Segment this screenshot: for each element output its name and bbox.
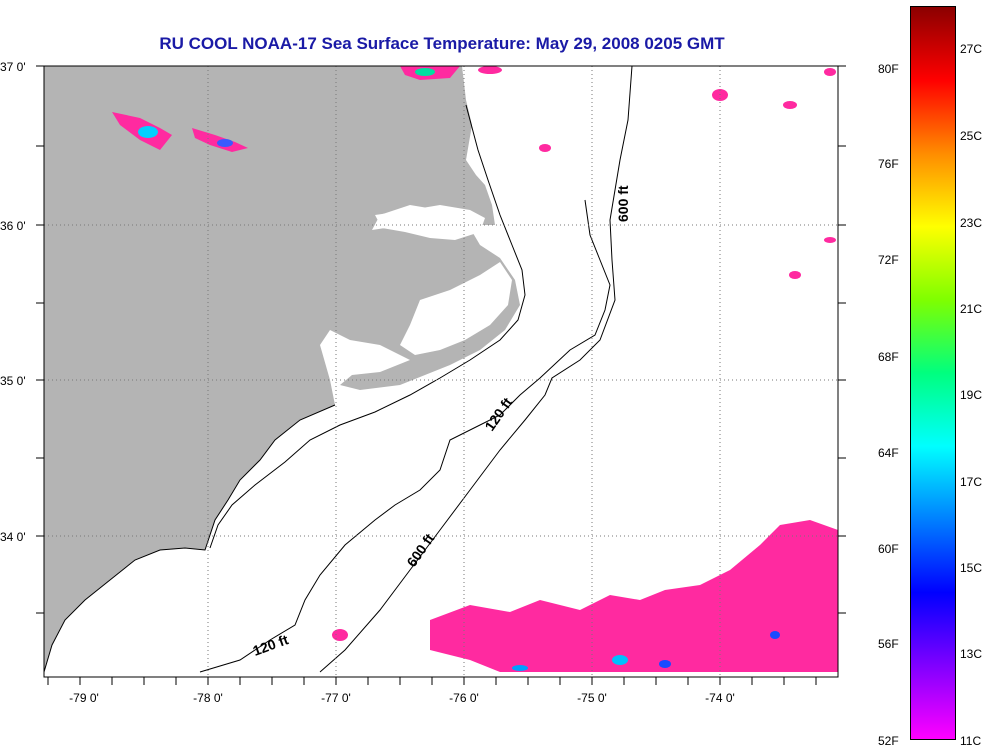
cb-c-21: 21C	[960, 302, 983, 316]
albemarle-sound	[375, 205, 485, 240]
outer-banks	[209, 104, 526, 549]
contour-120ft	[199, 199, 611, 673]
sst-map: 37 0' 36 0' 35 0' 34 0' -79 0' -78 0' -7…	[0, 60, 846, 705]
lon-label-77: -77 0'	[321, 691, 351, 705]
cb-f-80: 80F	[878, 62, 899, 76]
map-frame	[43, 65, 839, 678]
lon-label-78: -78 0'	[193, 691, 223, 705]
cb-c-13: 13C	[960, 647, 983, 661]
cb-c-19: 19C	[960, 388, 983, 402]
contour-label-120ft-mid: 120 ft	[481, 394, 515, 433]
lon-label-76: -76 0'	[449, 691, 479, 705]
contour-600ft	[319, 65, 633, 673]
cb-c-17: 17C	[960, 475, 983, 489]
lat-label-35: 35 0'	[0, 374, 26, 388]
lat-label-36: 36 0'	[0, 219, 26, 233]
land-mass	[44, 66, 520, 672]
coastline	[43, 404, 336, 673]
cb-f-52: 52F	[878, 734, 899, 748]
lon-label-74: -74 0'	[705, 691, 735, 705]
lon-label-75: -75 0'	[577, 691, 607, 705]
cold-water-pixels	[138, 68, 780, 671]
cb-f-68: 68F	[878, 350, 899, 364]
cb-c-23: 23C	[960, 216, 983, 230]
tick-marks	[36, 65, 846, 685]
cb-f-60: 60F	[878, 542, 899, 556]
cb-c-27: 27C	[960, 42, 983, 56]
lon-label-79: -79 0'	[69, 691, 99, 705]
cb-c-11: 11C	[960, 734, 982, 748]
cb-f-72: 72F	[878, 253, 899, 267]
cb-c-25: 25C	[960, 129, 983, 143]
contour-label-600ft-north: 600 ft	[615, 185, 631, 222]
cb-f-64: 64F	[878, 446, 899, 460]
cb-c-15: 15C	[960, 561, 983, 575]
lat-label-34: 34 0'	[0, 530, 26, 544]
lat-label-37: 37 0'	[0, 60, 26, 74]
map-title: RU COOL NOAA-17 Sea Surface Temperature:…	[159, 34, 725, 53]
cb-f-56: 56F	[878, 637, 899, 651]
temperature-colorbar	[910, 6, 956, 740]
pamlico-sound	[400, 262, 512, 355]
contour-label-120ft-south: 120 ft	[251, 631, 291, 659]
graticule	[44, 66, 838, 677]
cb-f-76: 76F	[878, 157, 899, 171]
